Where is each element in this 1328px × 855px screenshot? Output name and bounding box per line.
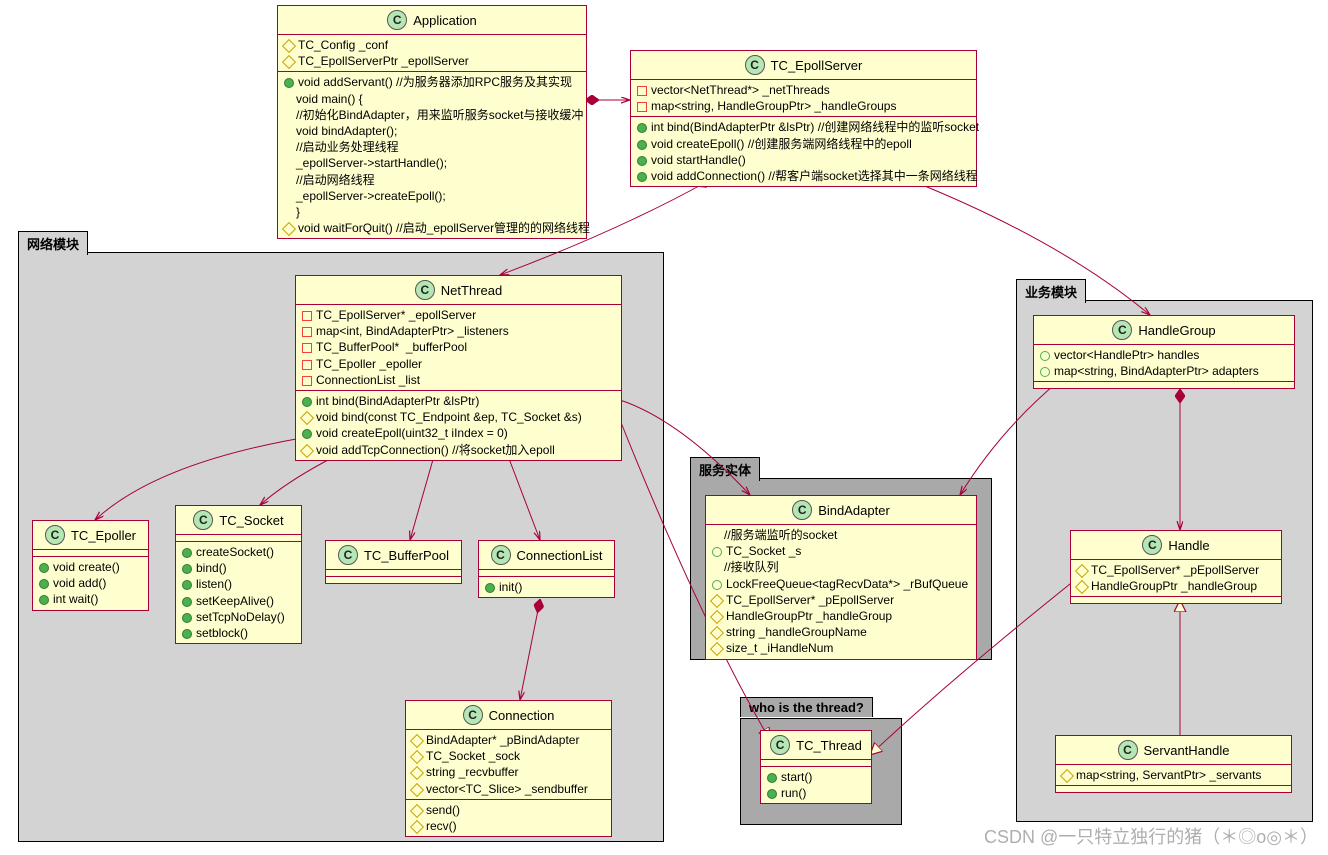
class-handlegroup: CHandleGroup vector<HandlePtr> handles m…: [1033, 315, 1295, 389]
class-handle: CHandle TC_EpollServer* _pEpollServer Ha…: [1070, 530, 1282, 604]
class-tc-epoller: CTC_Epoller void create() void add() int…: [32, 520, 149, 611]
package-biz-label: 业务模块: [1016, 279, 1086, 303]
class-tc-epollserver: CTC_EpollServer vector<NetThread*> _netT…: [630, 50, 977, 187]
class-netthread: CNetThread TC_EpollServer* _epollServer …: [295, 275, 622, 461]
watermark: CSDN @一只特立独行的猪（＊◎o◎＊）: [984, 823, 1318, 849]
package-svc-label: 服务实体: [690, 457, 760, 481]
class-bindadapter: CBindAdapter //服务端监听的socket TC_Socket _s…: [705, 495, 977, 660]
class-tc-socket: CTC_Socket createSocket() bind() listen(…: [175, 505, 302, 644]
class-tc-thread: CTC_Thread start() run(): [760, 730, 872, 804]
package-net-label: 网络模块: [18, 231, 88, 255]
class-icon: C: [387, 10, 407, 30]
class-application: C Application TC_Config _conf TC_EpollSer…: [277, 5, 587, 239]
methods: void addServant() //为服务器添加RPC服务及其实现 void…: [278, 72, 586, 238]
package-thr-label: who is the thread?: [740, 697, 873, 717]
fields: TC_Config _conf TC_EpollServerPtr _epoll…: [278, 35, 586, 72]
class-servanthandle: CServantHandle map<string, ServantPtr> _…: [1055, 735, 1292, 793]
class-name: Application: [413, 13, 477, 28]
class-connection: CConnection BindAdapter* _pBindAdapter T…: [405, 700, 612, 837]
class-tc-bufferpool: CTC_BufferPool: [325, 540, 462, 584]
class-connectionlist: CConnectionList init(): [478, 540, 615, 598]
